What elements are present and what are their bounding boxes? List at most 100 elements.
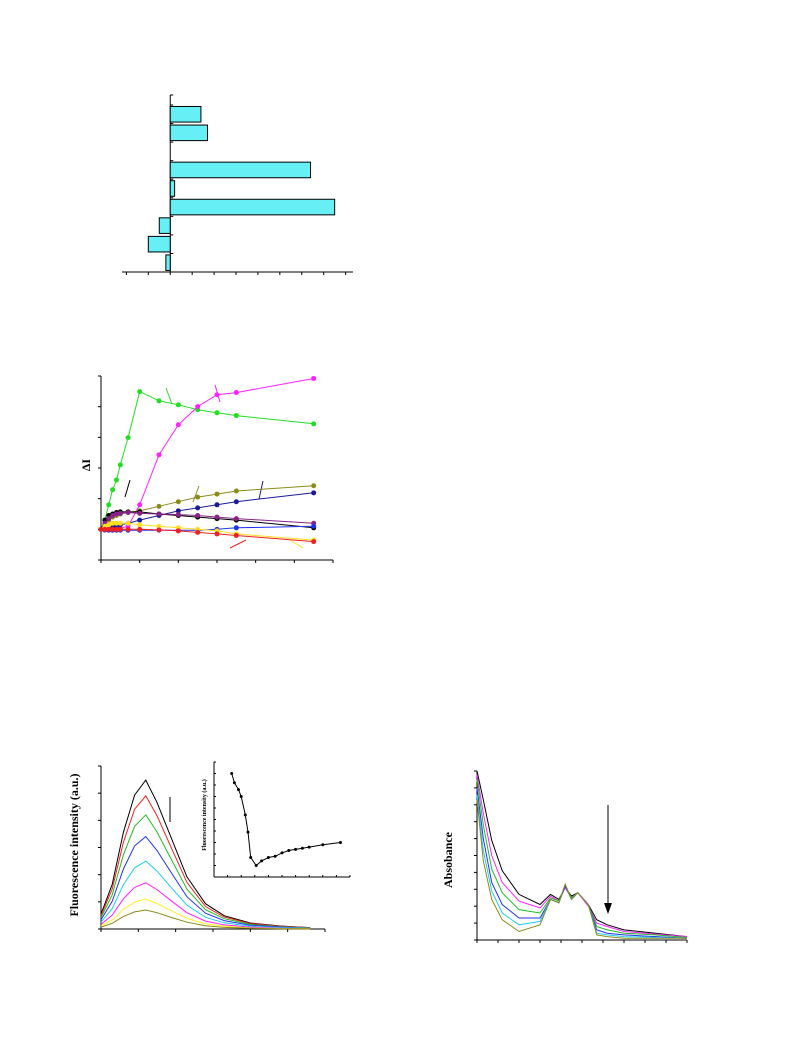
point [195, 404, 201, 410]
annotation-stroke [229, 539, 247, 549]
point [98, 526, 104, 532]
chart: ΔI [79, 375, 334, 563]
annotations [124, 384, 612, 914]
point [137, 510, 143, 516]
point [175, 512, 181, 518]
point [125, 509, 131, 515]
point [106, 522, 112, 528]
point [233, 499, 239, 505]
annotation-stroke [258, 480, 264, 500]
point [233, 390, 239, 396]
point [175, 402, 181, 408]
point [233, 488, 239, 494]
point [287, 849, 291, 853]
point [102, 526, 108, 532]
point [110, 513, 116, 519]
y-axis-label: Absobance [441, 831, 455, 888]
point [113, 477, 119, 483]
point [236, 788, 240, 792]
point [156, 527, 162, 533]
chart [122, 94, 353, 275]
point [195, 529, 201, 535]
annotation-stroke [192, 485, 200, 503]
series-line [476, 794, 688, 939]
point [110, 487, 116, 493]
point [137, 389, 143, 395]
point [106, 502, 112, 508]
point [233, 413, 239, 419]
point [175, 422, 181, 428]
point [156, 398, 162, 404]
point [137, 502, 143, 508]
point [249, 855, 253, 859]
chart: Fluorescence intensity (a.u.) [201, 761, 351, 878]
point [195, 494, 201, 500]
point [214, 491, 220, 497]
point [233, 532, 239, 538]
series-line [100, 835, 311, 929]
y-axis-label: Fluorescence intensity (a.u.) [67, 773, 81, 916]
series-line [100, 909, 311, 930]
point [311, 483, 317, 489]
point [125, 435, 131, 441]
point [106, 526, 112, 532]
series-line [100, 779, 311, 929]
point [117, 526, 123, 532]
point [307, 845, 311, 849]
point [300, 846, 304, 850]
annotation-stroke [289, 539, 304, 549]
series-line [476, 774, 688, 938]
bar [147, 235, 171, 253]
point [233, 516, 239, 522]
annotation-stroke [124, 479, 131, 498]
point [214, 514, 220, 520]
point [175, 508, 181, 514]
point [311, 539, 317, 545]
series-line [100, 795, 311, 929]
point [321, 843, 325, 847]
point [125, 526, 131, 532]
point [137, 522, 143, 528]
series-line [476, 787, 688, 939]
point [156, 523, 162, 529]
point [175, 528, 181, 534]
y-axis-label: Fluorescence intensity (a.u.) [201, 779, 208, 851]
series-line [100, 814, 311, 929]
bar [165, 254, 171, 272]
bar [169, 161, 312, 179]
point [311, 490, 317, 496]
point [117, 520, 123, 526]
point [214, 410, 220, 416]
bar [158, 217, 171, 234]
point [195, 505, 201, 511]
arrow-head [604, 903, 612, 914]
point [156, 503, 162, 509]
point [233, 525, 239, 531]
series-line [476, 799, 687, 939]
point [266, 855, 270, 859]
point [175, 499, 181, 505]
series-line [476, 779, 688, 938]
point [214, 392, 220, 398]
bar [169, 124, 209, 142]
series-line [476, 770, 688, 938]
point [338, 841, 342, 844]
series-line [231, 773, 341, 867]
point [230, 772, 234, 775]
point [113, 520, 119, 526]
point [110, 526, 116, 532]
point [260, 859, 264, 863]
point [156, 452, 162, 458]
bar [169, 180, 176, 197]
series-line [100, 860, 311, 929]
point [117, 462, 123, 468]
point [311, 421, 317, 427]
point [156, 511, 162, 517]
point [125, 520, 131, 526]
point [137, 526, 143, 532]
point [214, 502, 220, 508]
point [239, 795, 243, 798]
series-line [100, 485, 314, 530]
